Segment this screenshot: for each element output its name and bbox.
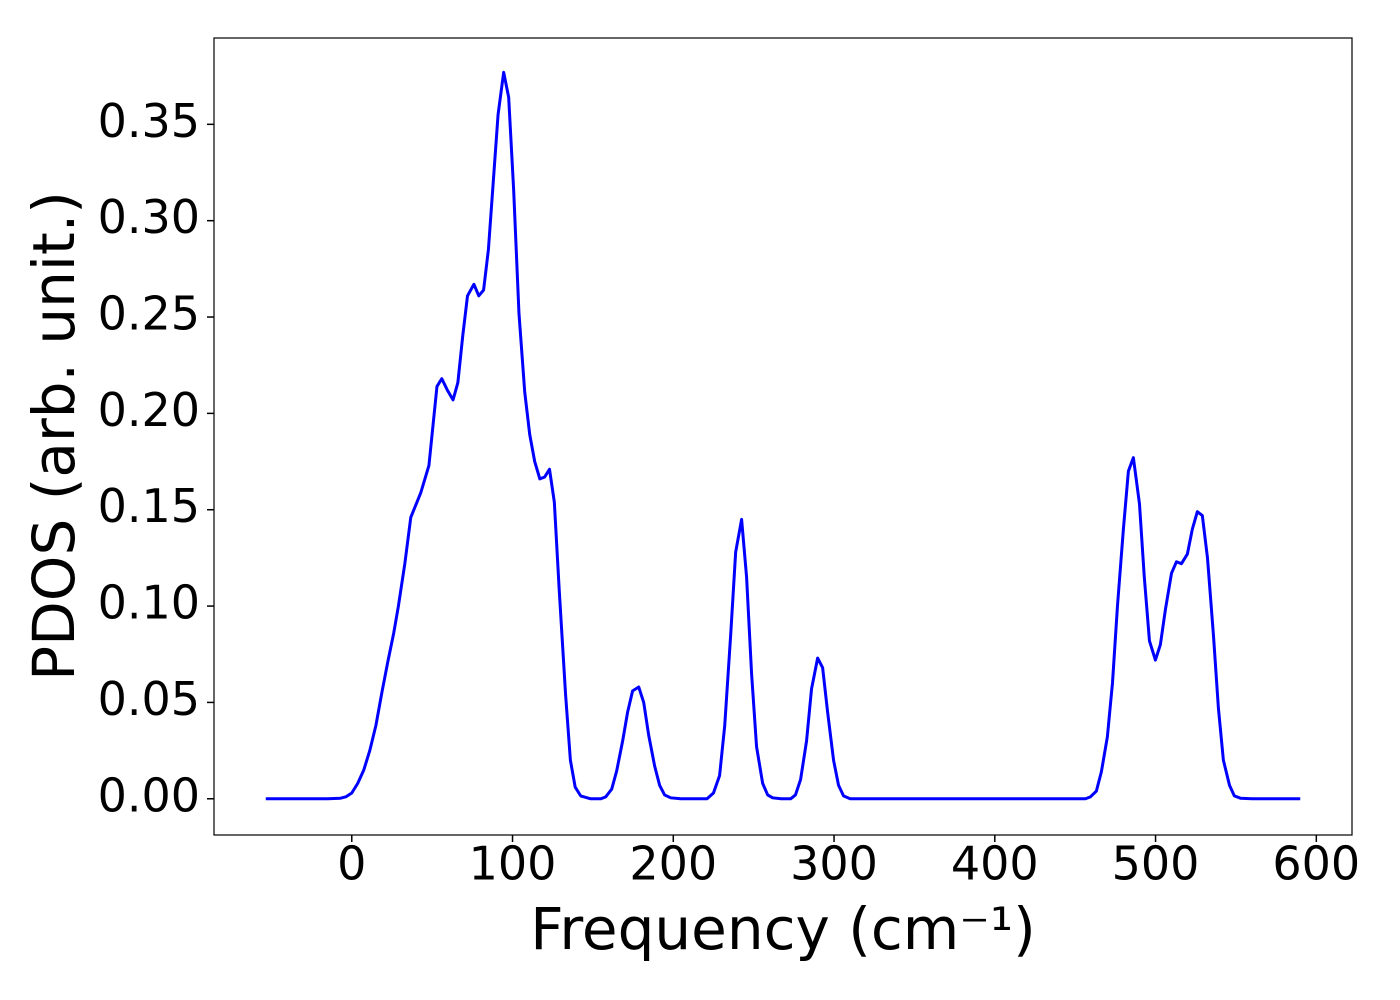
x-axis-label: Frequency (cm⁻¹)	[530, 895, 1036, 963]
plot-frame	[213, 37, 1353, 836]
x-tick-label: 100	[469, 837, 557, 891]
y-tick-label: 0.15	[98, 479, 200, 533]
x-tick-label: 0	[337, 837, 366, 891]
x-tick-label: 400	[951, 837, 1039, 891]
y-tick-label: 0.30	[98, 190, 200, 244]
x-tick-label: 600	[1272, 837, 1360, 891]
y-tick-label: 0.20	[98, 383, 200, 437]
x-tick-label: 500	[1112, 837, 1200, 891]
y-tick-label: 0.10	[98, 576, 200, 630]
x-tick-label: 200	[629, 837, 717, 891]
y-axis-label: PDOS (arb. unit.)	[20, 191, 88, 681]
y-tick-label: 0.25	[98, 287, 200, 341]
y-tick-label: 0.05	[98, 672, 200, 726]
y-tick-label: 0.35	[98, 94, 200, 148]
x-tick-label: 300	[790, 837, 878, 891]
data-line	[265, 70, 1301, 801]
y-tick-label: 0.00	[98, 768, 200, 822]
